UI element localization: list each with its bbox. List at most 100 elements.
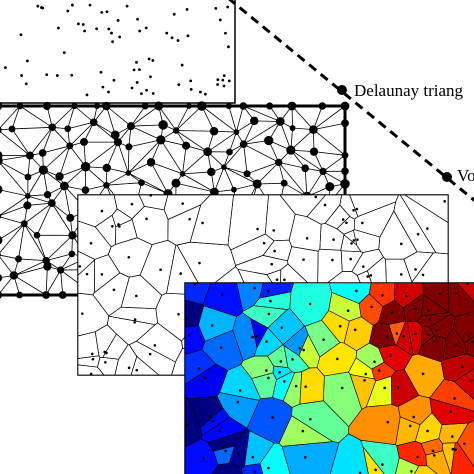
voronoi-cell — [167, 204, 202, 246]
voronoi-cell — [120, 274, 163, 310]
voronoi-cell — [130, 355, 160, 376]
site — [153, 344, 157, 347]
site — [373, 360, 376, 364]
point — [132, 68, 136, 72]
point — [186, 34, 190, 38]
site — [395, 332, 399, 335]
vertex — [81, 186, 90, 194]
vertex — [0, 252, 1, 257]
vertex — [221, 164, 227, 170]
vertex — [158, 120, 168, 130]
site — [179, 272, 182, 275]
site — [383, 386, 386, 390]
voronoi-cell — [113, 194, 145, 220]
vertex — [23, 201, 32, 210]
vertex — [125, 170, 132, 176]
point — [145, 88, 148, 92]
point — [105, 10, 109, 14]
point — [56, 26, 60, 30]
site — [223, 444, 226, 447]
site — [389, 353, 393, 357]
vertex — [48, 123, 57, 132]
voronoi-cell — [324, 204, 351, 230]
point — [222, 74, 226, 78]
site — [262, 241, 266, 245]
point — [111, 40, 114, 44]
vertex — [197, 101, 207, 111]
point — [36, 4, 40, 8]
vertex — [126, 122, 135, 131]
vertex — [38, 165, 48, 175]
vertex — [59, 181, 69, 191]
site — [193, 283, 197, 286]
site — [201, 221, 204, 225]
point — [149, 75, 152, 79]
site — [396, 386, 400, 390]
vertex — [243, 170, 251, 178]
point — [62, 51, 66, 55]
site — [104, 360, 107, 364]
voronoi-cell — [138, 194, 169, 211]
site — [90, 352, 94, 356]
colored-cell — [251, 372, 277, 400]
vertex — [286, 145, 296, 155]
site — [105, 351, 108, 355]
voronoi-cell — [351, 248, 384, 276]
site — [346, 309, 350, 313]
site — [111, 225, 114, 228]
site — [219, 346, 223, 349]
site — [400, 242, 403, 246]
site — [135, 368, 139, 372]
site — [391, 311, 394, 315]
vertex — [325, 182, 335, 192]
vertex — [319, 167, 327, 176]
vertex — [209, 127, 219, 136]
vertex — [340, 101, 350, 111]
annotation: Delaunay triang — [354, 81, 464, 100]
colored-cell — [417, 335, 447, 363]
site — [386, 335, 389, 338]
site — [210, 324, 214, 327]
point — [41, 6, 45, 10]
colored-cell — [250, 317, 269, 349]
site — [362, 265, 365, 268]
site — [272, 229, 276, 232]
site — [381, 293, 384, 297]
vertex — [0, 274, 3, 282]
site — [203, 376, 207, 380]
site — [278, 370, 281, 374]
site — [416, 232, 420, 236]
vertex — [103, 181, 110, 189]
colored-cell — [236, 282, 264, 312]
vertex — [156, 135, 166, 145]
site — [356, 238, 359, 241]
site — [364, 372, 368, 376]
site — [354, 289, 358, 293]
site — [471, 340, 474, 344]
voronoi-cell — [106, 315, 156, 346]
site — [197, 367, 201, 370]
site — [202, 457, 205, 460]
site — [251, 455, 255, 459]
point — [137, 68, 141, 72]
site — [309, 417, 312, 421]
annotation: Vo — [457, 166, 474, 185]
vertex — [80, 138, 88, 146]
vertex — [0, 213, 2, 219]
site — [427, 309, 430, 313]
point — [151, 92, 155, 95]
site — [112, 288, 116, 292]
site — [314, 195, 318, 199]
vertex — [250, 116, 259, 126]
vertex — [239, 140, 248, 149]
site — [358, 471, 362, 474]
site — [443, 200, 446, 203]
site — [267, 376, 270, 380]
vertex — [16, 102, 24, 110]
vertex — [233, 129, 240, 135]
vertex — [318, 102, 327, 110]
vertex — [57, 266, 65, 274]
point — [85, 93, 89, 97]
point — [227, 45, 230, 49]
vertex — [280, 179, 288, 187]
